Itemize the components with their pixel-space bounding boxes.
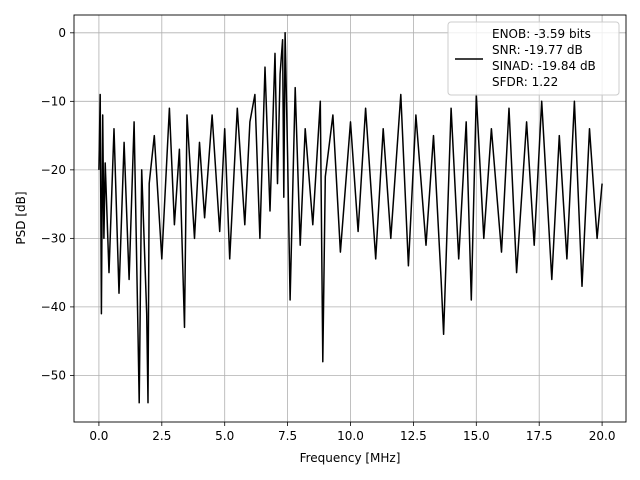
y-tick-label: −50 (41, 368, 66, 382)
x-tick-label: 15.0 (463, 429, 490, 443)
y-tick-label: −20 (41, 163, 66, 177)
y-axis-label: PSD [dB] (14, 191, 28, 244)
x-tick-label: 5.0 (215, 429, 234, 443)
x-tick-label: 0.0 (89, 429, 108, 443)
legend-entry-sfdr: SFDR: 1.22 (492, 75, 558, 89)
legend-entry-snr: SNR: -19.77 dB (492, 43, 583, 57)
y-tick-label: −40 (41, 300, 66, 314)
legend-box (447, 21, 620, 96)
x-tick-label: 2.5 (152, 429, 171, 443)
y-tick-label: −30 (41, 231, 66, 245)
x-tick-label: 7.5 (278, 429, 297, 443)
axes-frame (73, 14, 627, 423)
y-tick-label: −10 (41, 94, 66, 108)
psd-series-line (98, 32, 603, 404)
x-tick-label: 10.0 (337, 429, 364, 443)
x-tick-label: 12.5 (400, 429, 427, 443)
psd-line (98, 32, 603, 404)
legend-entry-enob: ENOB: -3.59 bits (492, 27, 591, 41)
legend-entry-sinad: SINAD: -19.84 dB (492, 59, 596, 73)
y-axis-ticks: 0 −10 −20 −30 −40 −50 (41, 26, 74, 382)
x-tick-label: 17.5 (526, 429, 553, 443)
x-axis-label: Frequency [MHz] (300, 451, 401, 465)
x-axis-ticks: 0.0 2.5 5.0 7.5 10.0 12.5 15.0 17.5 20.0 (89, 422, 615, 443)
legend: ENOB: -3.59 bits SNR: -19.77 dB SINAD: -… (447, 21, 620, 96)
x-tick-label: 20.0 (589, 429, 616, 443)
y-tick-label: 0 (58, 26, 66, 40)
